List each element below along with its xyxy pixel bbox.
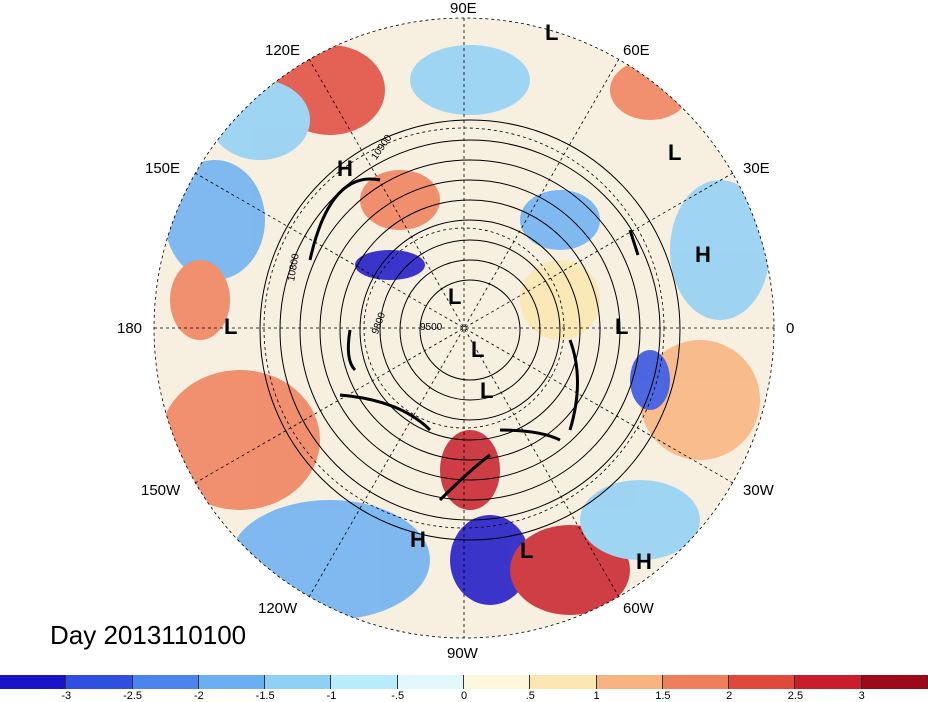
colorbar — [0, 675, 928, 689]
pressure-center-label: L — [545, 20, 559, 45]
colorbar-tick-label: -2 — [193, 690, 204, 702]
colorbar-segment — [861, 675, 928, 689]
colorbar-tick-label: 1 — [593, 690, 600, 702]
lon-label-30e: 30E — [743, 160, 770, 177]
pressure-center-label: H — [636, 549, 652, 574]
lon-label-120e: 120E — [265, 42, 301, 59]
pressure-center-label: L — [615, 314, 629, 339]
lon-label-60w: 60W — [623, 600, 654, 617]
colorbar-segment — [463, 675, 531, 689]
colorbar-segment — [662, 675, 730, 689]
pressure-center-label: L — [224, 314, 238, 339]
colorbar-tick-label: 2.5 — [787, 690, 804, 702]
lon-label-180: 180 — [117, 320, 143, 337]
lon-label-120w: 120W — [258, 600, 298, 617]
colorbar-segment — [397, 675, 464, 689]
colorbar-segment — [265, 675, 332, 689]
pressure-center-label: L — [471, 337, 485, 362]
colorbar-segment — [729, 675, 796, 689]
jet-contours — [308, 177, 640, 502]
lon-label-60e: 60E — [623, 42, 650, 59]
lon-label-90e: 90E — [450, 0, 477, 17]
colorbar-segment — [132, 675, 199, 689]
colorbar-tick-label: 2 — [726, 690, 733, 702]
pressure-center-label: L — [520, 538, 534, 563]
colorbar-tick-label: -1 — [326, 690, 337, 702]
lon-label-150w: 150W — [141, 482, 181, 499]
lon-label-0: 0 — [786, 320, 795, 337]
colorbar-tick-label: 1.5 — [655, 690, 671, 702]
colorbar-tick-label: -2.5 — [123, 690, 143, 702]
lon-label-150e: 150E — [145, 160, 181, 177]
colorbar-segment — [331, 675, 398, 689]
height-contours — [259, 119, 681, 541]
pressure-center-label: H — [695, 242, 711, 267]
colorbar-segment — [66, 675, 133, 689]
colorbar-tick-label: 0 — [460, 690, 468, 702]
pressure-center-label: H — [410, 527, 426, 552]
colorbar-segment — [0, 675, 67, 689]
colorbar-tick-label: -3 — [61, 690, 72, 702]
lon-label-90w: 90W — [447, 645, 478, 662]
graticule — [153, 17, 775, 639]
colorbar-tick-label: -1.5 — [255, 690, 275, 702]
lon-label-30w: 30W — [743, 482, 774, 499]
colorbar-tick-label: -.5 — [391, 690, 405, 702]
colorbar-tick-label: 3 — [858, 690, 865, 702]
date-label: Day 2013110100 — [50, 620, 247, 650]
pressure-center-label: L — [480, 378, 494, 403]
colorbar-tick-label: .5 — [525, 690, 535, 702]
colorbar-segment — [530, 675, 597, 689]
pressure-center-label: H — [337, 156, 353, 181]
colorbar-segment — [795, 675, 862, 689]
colorbar-segment — [198, 675, 266, 689]
colorbar-segment — [596, 675, 663, 689]
pressure-center-label: L — [668, 140, 682, 165]
contour-label: 9500 — [420, 322, 443, 333]
pressure-center-label: L — [448, 284, 462, 309]
